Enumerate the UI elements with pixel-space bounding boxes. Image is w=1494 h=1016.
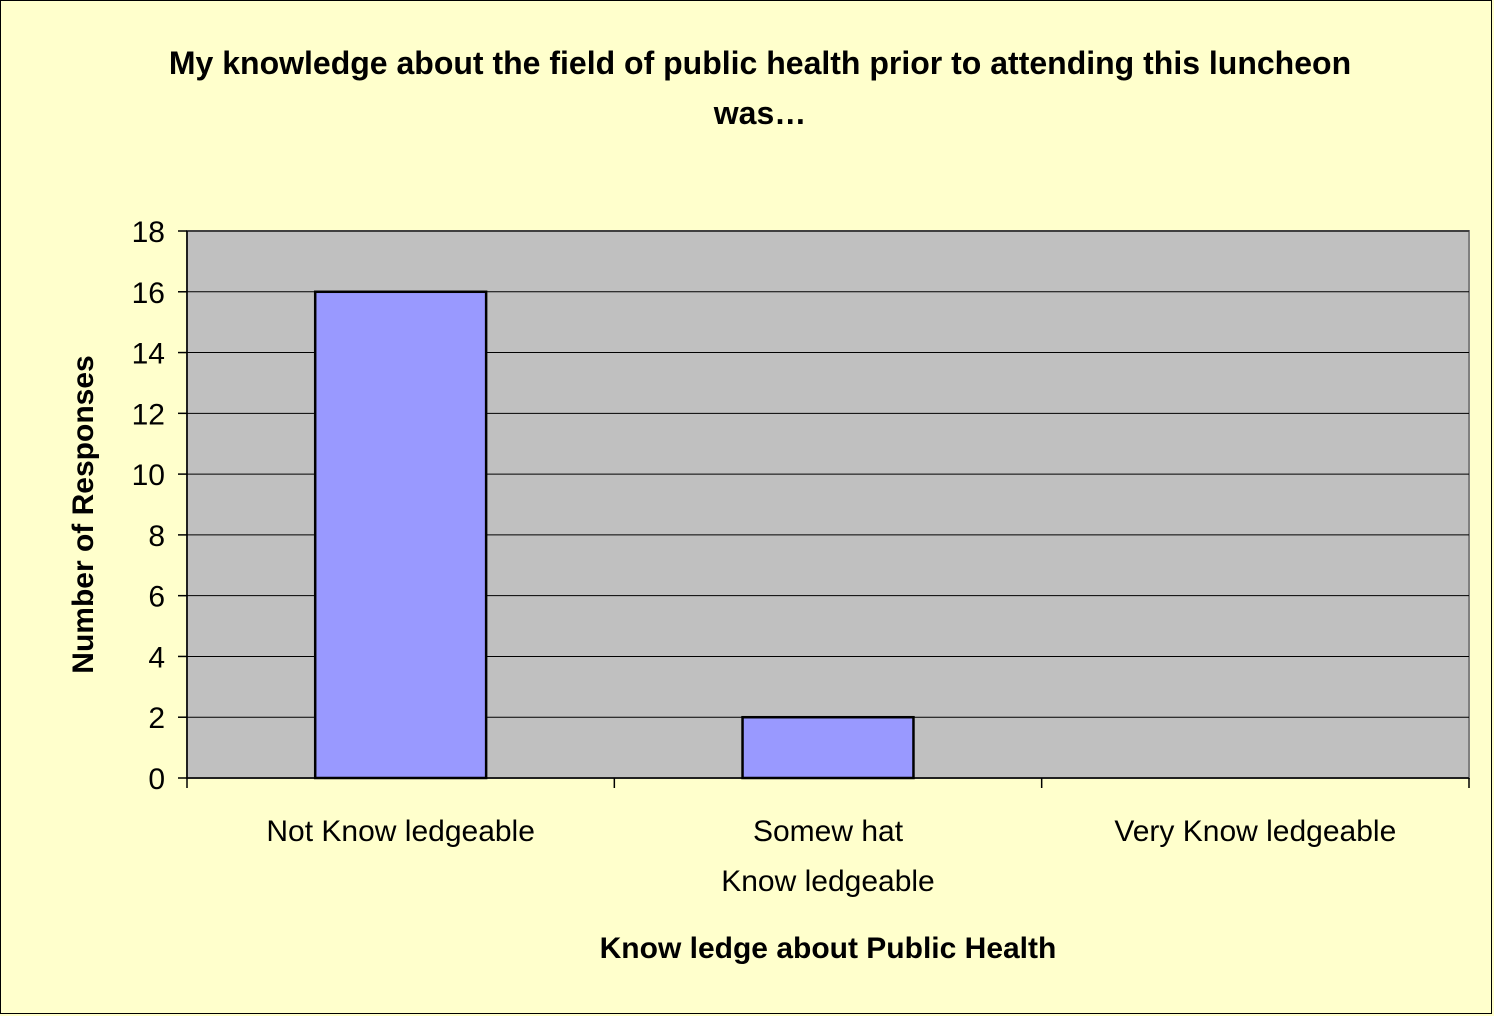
y-tick-label: 16	[132, 277, 165, 310]
axes	[186, 231, 1469, 779]
bar	[313, 290, 488, 780]
y-tick-label: 4	[148, 641, 165, 674]
x-axis-title: Know ledge about Public Health	[600, 932, 1057, 965]
chart-title: My knowledge about the field of public h…	[168, 45, 1352, 131]
x-tick-label: Not Know ledgeable	[266, 815, 535, 848]
y-axis-ticks: 0 2 4 6 8 10 12 14 16 18	[132, 216, 187, 796]
x-tick-label: Somew hat Know ledgeable	[721, 815, 935, 898]
y-tick-label: 6	[148, 581, 165, 614]
y-tick-label: 0	[148, 763, 165, 796]
bars	[313, 290, 915, 780]
x-tick-label: Very Know ledgeable	[1114, 815, 1396, 848]
y-tick-label: 2	[148, 702, 165, 735]
bar	[741, 715, 915, 780]
y-tick-label: 10	[132, 459, 165, 492]
x-axis-ticks: Not Know ledgeable Somew hat Know ledgeabl…	[186, 778, 1470, 898]
y-tick-label: 14	[132, 338, 165, 371]
y-tick-label: 18	[132, 216, 165, 249]
y-tick-label: 8	[148, 520, 165, 553]
y-tick-label: 12	[132, 398, 165, 431]
y-axis-title: Number of Responses	[67, 355, 100, 673]
